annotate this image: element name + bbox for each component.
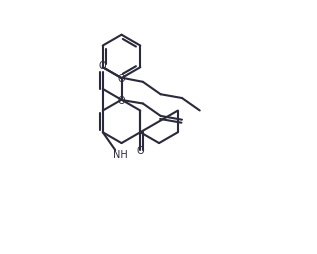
Text: O: O <box>118 95 125 105</box>
Text: NH: NH <box>113 149 128 159</box>
Text: O: O <box>118 74 125 84</box>
Text: O: O <box>99 61 107 71</box>
Text: O: O <box>137 145 144 155</box>
